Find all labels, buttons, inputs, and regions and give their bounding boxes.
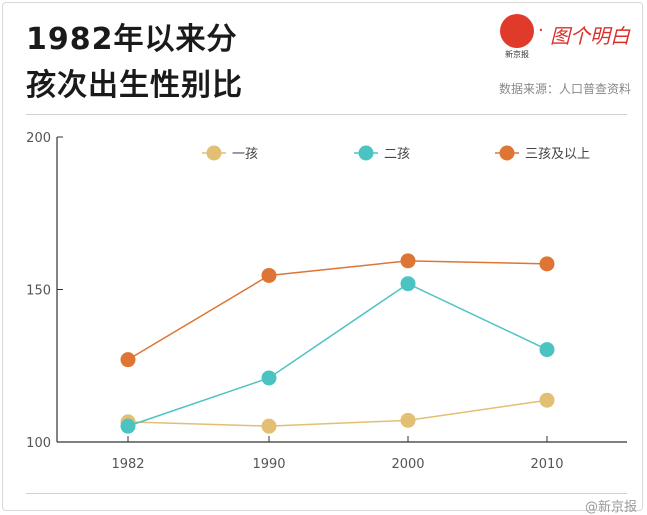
data-point [400,253,416,269]
data-point [261,418,277,434]
series-line [127,260,548,361]
data-source: 数据来源：人口普查资料 [498,82,631,96]
data-point [261,370,277,386]
series-line [127,282,548,427]
legend-marker [358,145,374,161]
legend-marker [206,145,222,161]
data-point [539,342,555,358]
legend-marker [499,145,515,161]
legend-label: 一孩 [232,147,258,162]
divider-bottom [26,493,627,494]
data-point [539,256,555,272]
chart-title-line1: 1982年以来分 [26,22,238,57]
brand-logo: 新京报 · 图个明白 [500,14,630,59]
x-tick-label: 1982 [111,457,144,472]
series-line [127,399,548,427]
data-point [120,352,136,368]
logo-text: 图个明白 [550,24,630,48]
data-point [261,267,277,283]
x-tick-label: 2010 [530,457,563,472]
y-tick-label: 200 [26,131,51,146]
data-point [120,418,136,434]
divider-top [26,114,627,115]
y-tick-label: 100 [26,436,51,451]
logo-dot: · [538,20,544,41]
legend-label: 三孩及以上 [525,147,590,162]
card-frame [2,2,643,511]
logo-small-text: 新京报 [505,50,529,59]
legend-label: 二孩 [384,147,410,162]
watermark: @新京报 [584,500,637,515]
data-point [400,276,416,292]
y-tick-label: 150 [26,284,51,299]
chart-title-line2: 孩次出生性别比 [26,68,243,103]
x-tick-label: 2000 [391,457,424,472]
data-point [400,412,416,428]
data-point [539,392,555,408]
logo-emblem-icon [500,14,534,48]
x-tick-label: 1990 [252,457,285,472]
